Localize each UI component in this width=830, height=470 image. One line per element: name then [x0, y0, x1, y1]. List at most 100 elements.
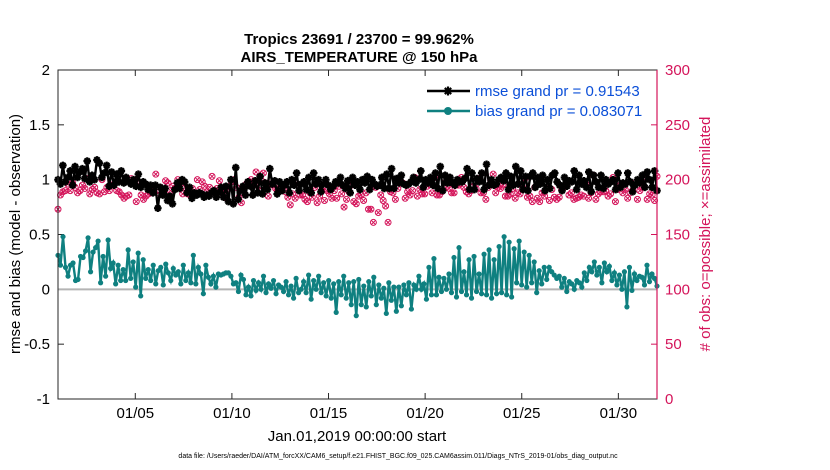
rmse-point	[611, 185, 620, 194]
rmse-point	[531, 183, 540, 192]
rmse-point	[426, 173, 435, 182]
rmse-point	[378, 173, 386, 182]
bias-point	[499, 290, 505, 296]
obs-point	[338, 190, 346, 198]
rmse-point	[258, 190, 267, 198]
bias-point	[483, 292, 490, 298]
rmse-point	[424, 179, 432, 187]
rmse-point	[570, 167, 579, 175]
obs-point	[125, 191, 133, 199]
rmse-point	[119, 179, 128, 187]
rmse-point	[253, 189, 262, 197]
bias-point	[250, 277, 257, 284]
rmse-point	[536, 180, 544, 188]
rmse-point	[541, 186, 549, 195]
rmse-point	[158, 191, 167, 199]
y-right-tick-label: 200	[665, 172, 690, 189]
y-left-tick-label: 0	[42, 281, 50, 298]
rmse-point	[115, 178, 123, 186]
rmse-point	[626, 178, 635, 186]
rmse-point	[95, 159, 104, 168]
bias-point	[631, 271, 638, 277]
bias-point	[436, 274, 442, 280]
bias-point	[62, 264, 69, 270]
bias-point	[193, 281, 199, 287]
rmse-point	[419, 183, 428, 192]
y-left-tick-label: 1.5	[29, 117, 50, 134]
legend-bias-marker	[444, 107, 452, 115]
rmse-point	[550, 169, 559, 177]
bias-point	[168, 277, 174, 284]
rmse-point	[166, 192, 174, 200]
bias-point	[85, 235, 91, 241]
rmse-point	[292, 169, 301, 177]
y-axis-left-label: rmse and bias (model - observation)	[7, 114, 24, 354]
rmse-point	[100, 169, 109, 177]
bias-point	[423, 296, 430, 302]
rmse-point	[468, 169, 476, 177]
rmse-point	[197, 190, 206, 198]
rmse-point	[380, 184, 389, 193]
bias-point	[466, 257, 472, 263]
rmse-point	[575, 171, 583, 180]
rmse-point	[273, 190, 281, 198]
y-left-tick-label: -0.5	[24, 336, 50, 353]
rmse-point	[645, 175, 654, 184]
bias-point	[446, 271, 452, 277]
bias-point	[471, 253, 477, 260]
rmse-point	[346, 189, 354, 197]
rmse-point	[368, 175, 376, 184]
bias-point	[158, 264, 164, 270]
bias-point	[641, 282, 648, 288]
obs-point	[132, 198, 140, 206]
bias-point	[461, 269, 467, 275]
obs-point	[536, 198, 544, 206]
rmse-point	[175, 184, 184, 193]
bias-point	[609, 277, 615, 284]
rmse-point	[117, 167, 126, 175]
rmse-point	[248, 191, 257, 199]
obs-point	[482, 195, 490, 203]
rmse-point	[234, 195, 242, 204]
bias-point	[448, 290, 455, 296]
rmse-point	[56, 180, 65, 188]
bias-point	[421, 281, 427, 287]
bias-point	[323, 293, 329, 299]
bias-point	[180, 262, 186, 268]
rmse-point	[132, 182, 140, 191]
y-right-tick-label: 50	[665, 336, 682, 353]
bias-point	[506, 239, 512, 245]
bias-point	[366, 279, 372, 285]
obs-point	[164, 179, 172, 187]
rmse-point	[436, 162, 445, 171]
bias-point	[145, 266, 151, 273]
legend: rmse grand pr = 0.91543 bias grand pr = …	[427, 83, 642, 120]
bias-point	[263, 290, 269, 296]
bias-point	[411, 282, 417, 288]
bias-point	[213, 284, 219, 290]
rmse-point	[110, 181, 118, 189]
bias-point	[280, 288, 287, 295]
x-tick-label: 01/25	[503, 405, 541, 422]
bias-point	[544, 276, 550, 283]
bias-point	[270, 277, 277, 284]
rmse-point	[180, 178, 189, 186]
bias-point	[486, 247, 492, 253]
bias-point	[579, 284, 585, 290]
rmse-point	[229, 199, 238, 208]
bias-point	[571, 286, 577, 292]
bias-point	[351, 279, 357, 285]
rmse-point	[122, 173, 130, 182]
rmse-point	[429, 181, 437, 189]
rmse-point	[560, 173, 569, 182]
bias-point	[326, 277, 332, 284]
bias-point	[175, 269, 181, 275]
y-left-tick-label: 1	[42, 172, 50, 189]
bias-point	[273, 291, 279, 297]
obs-point	[360, 197, 368, 205]
rmse-point	[105, 182, 113, 191]
obs-point	[374, 209, 382, 217]
obs-point	[320, 197, 328, 205]
rmse-point	[487, 175, 496, 184]
